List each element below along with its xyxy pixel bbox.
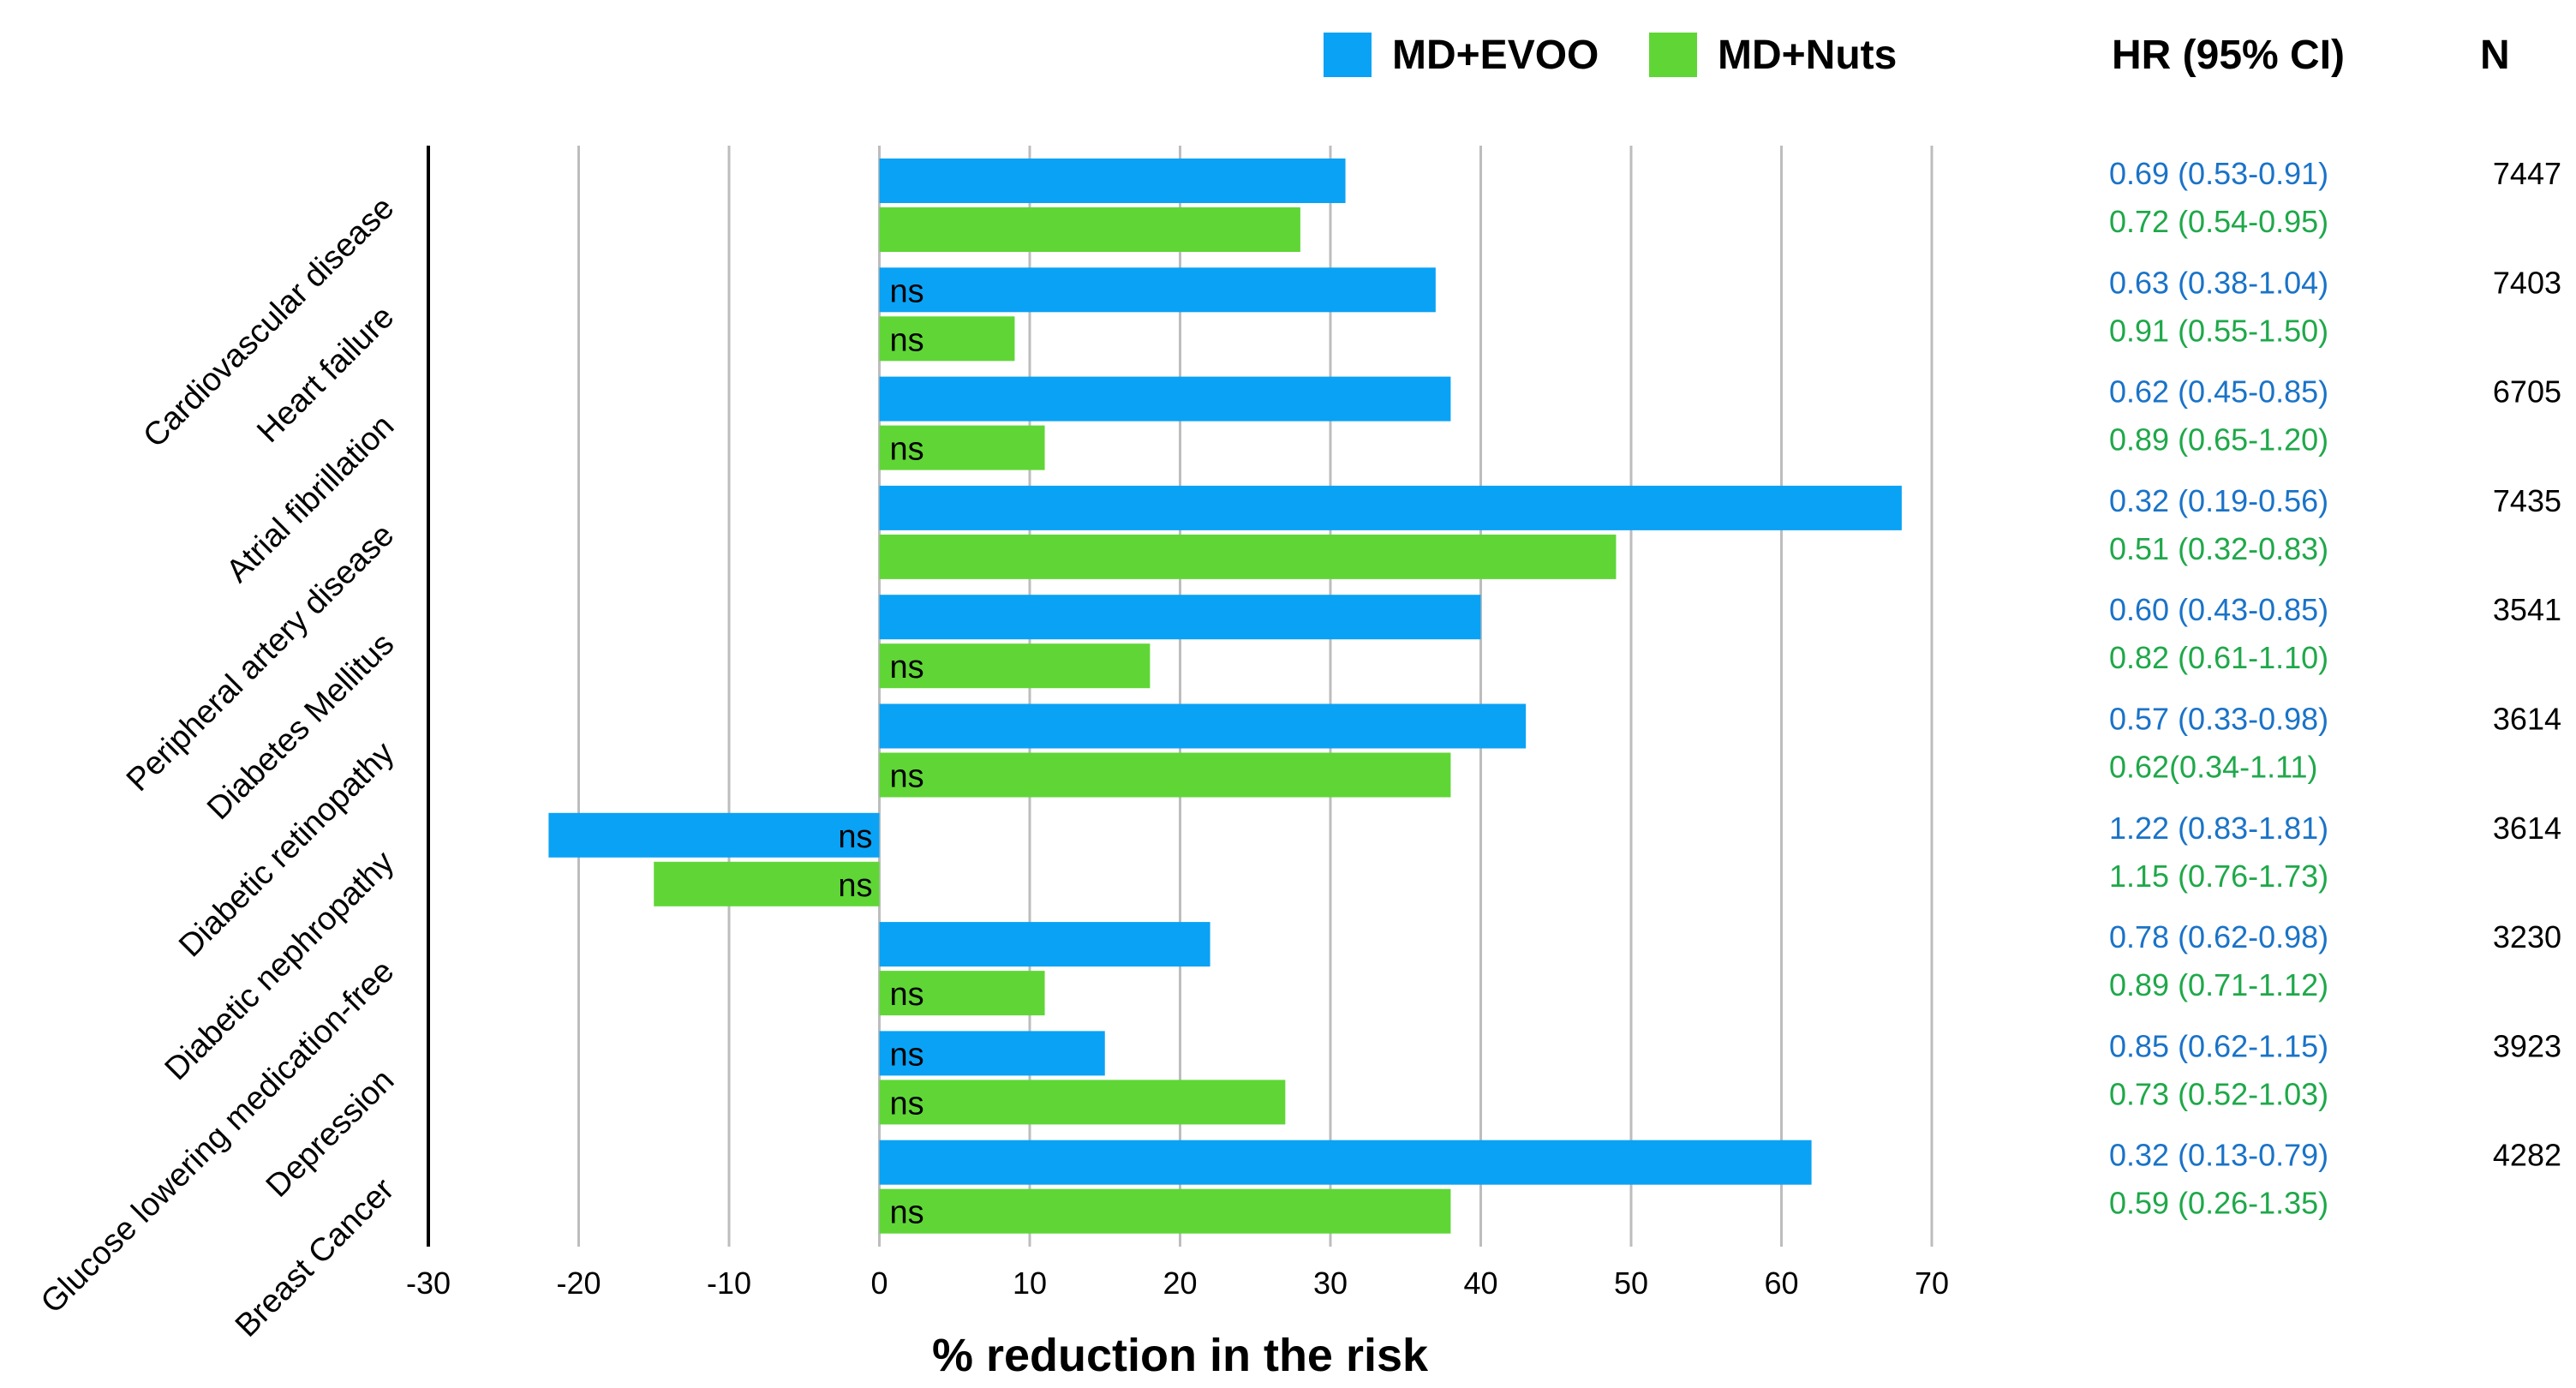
n-value: 3614 (2493, 702, 2561, 737)
hr-evoo: 0.60 (0.43-0.85) (2109, 592, 2328, 627)
hr-table: HR (95% CI) N 0.69 (0.53-0.91) 0.72 (0.54-0… (2109, 33, 2561, 1221)
x-tick-label: 20 (1162, 1265, 1197, 1301)
bar-evoo (548, 812, 880, 858)
hr-nuts: 0.59 (0.26-1.35) (2109, 1186, 2328, 1221)
n-header: N (2480, 33, 2510, 78)
hr-evoo: 0.57 (0.33-0.98) (2109, 702, 2328, 737)
bar-nuts (654, 861, 880, 906)
bar-nuts (879, 534, 1617, 579)
ns-label: ns (890, 1086, 924, 1122)
hr-nuts: 0.72 (0.54-0.95) (2109, 204, 2328, 239)
hr-header: HR (95% CI) (2112, 33, 2345, 78)
hr-evoo: 0.78 (0.62-0.98) (2109, 919, 2328, 954)
hr-nuts: 0.91 (0.55-1.50) (2109, 313, 2328, 348)
bar-nuts (879, 971, 1045, 1016)
x-tick-label: 0 (870, 1265, 888, 1301)
hr-evoo: 0.62 (0.45-0.85) (2109, 374, 2328, 410)
n-value: 6705 (2493, 374, 2561, 410)
category-label: Diabetic retinopathy (172, 735, 401, 964)
ns-label: ns (838, 868, 872, 904)
x-tick-label: 60 (1764, 1265, 1798, 1301)
n-value: 4282 (2493, 1138, 2561, 1173)
x-tick-label: 10 (1013, 1265, 1047, 1301)
hr-nuts: 0.89 (0.65-1.20) (2109, 422, 2328, 458)
ns-label: ns (890, 1037, 924, 1073)
hr-evoo: 0.32 (0.13-0.79) (2109, 1138, 2328, 1173)
bar-nuts (879, 752, 1451, 798)
x-tick-label: -30 (406, 1265, 451, 1301)
n-value: 7435 (2493, 483, 2561, 518)
legend-swatch (1324, 33, 1372, 77)
bar-nuts (879, 425, 1045, 470)
ns-label: ns (890, 273, 924, 309)
ns-label: ns (838, 819, 872, 855)
x-tick-labels: -30 -20 -10 0 10 20 30 40 50 60 70 (406, 1265, 1949, 1301)
x-tick-label: -20 (556, 1265, 601, 1301)
bar-nuts (879, 643, 1151, 689)
bar-nuts (879, 207, 1300, 252)
n-value: 3541 (2493, 592, 2561, 627)
bar-evoo (879, 703, 1527, 749)
ns-label: ns (890, 1195, 924, 1231)
legend-label: MD+EVOO (1392, 33, 1599, 78)
ns-label: ns (890, 977, 924, 1013)
x-tick-label: 30 (1313, 1265, 1348, 1301)
hr-nuts: 0.62(0.34-1.11) (2109, 750, 2318, 785)
n-value: 3923 (2493, 1028, 2561, 1063)
bar-evoo (879, 1140, 1812, 1185)
hr-nuts: 1.15 (0.76-1.73) (2109, 859, 2328, 894)
hr-evoo: 0.69 (0.53-0.91) (2109, 156, 2328, 191)
hr-evoo: 0.32 (0.19-0.56) (2109, 483, 2328, 518)
hr-nuts: 0.82 (0.61-1.10) (2109, 640, 2328, 675)
legend-swatch (1649, 33, 1697, 77)
ns-label: ns (890, 322, 924, 358)
n-value: 7447 (2493, 156, 2561, 191)
hr-nuts: 0.73 (0.52-1.03) (2109, 1076, 2328, 1111)
bar-evoo (879, 595, 1481, 640)
bar-evoo (879, 159, 1346, 203)
hr-nuts: 0.51 (0.32-0.83) (2109, 531, 2328, 566)
bar-nuts (879, 316, 1015, 362)
category-label: Breast Cancer (229, 1171, 402, 1344)
bar-evoo (879, 267, 1436, 313)
hr-nuts: 0.89 (0.71-1.12) (2109, 967, 2328, 1002)
hr-evoo: 0.63 (0.38-1.04) (2109, 265, 2328, 300)
legend: MD+EVOO MD+Nuts (1324, 33, 1897, 78)
bar-nuts (879, 1188, 1451, 1234)
n-value: 3230 (2493, 919, 2561, 954)
x-axis-label: % reduction in the risk (932, 1330, 1429, 1381)
n-value: 3614 (2493, 811, 2561, 846)
ns-label: ns (890, 649, 924, 685)
hr-evoo: 0.85 (0.62-1.15) (2109, 1028, 2328, 1063)
bar-nuts (879, 1080, 1286, 1125)
x-tick-label: -10 (707, 1265, 751, 1301)
bar-evoo (879, 922, 1210, 967)
ns-label: ns (890, 432, 924, 468)
bar-evoo (879, 376, 1451, 422)
bar-evoo (879, 1031, 1105, 1076)
x-tick-label: 40 (1463, 1265, 1497, 1301)
n-value: 7403 (2493, 265, 2561, 300)
hr-evoo: 1.22 (0.83-1.81) (2109, 811, 2328, 846)
ns-label: ns (890, 759, 924, 795)
x-tick-label: 50 (1614, 1265, 1648, 1301)
x-tick-label: 70 (1915, 1265, 1949, 1301)
bar-evoo (879, 485, 1902, 530)
legend-label: MD+Nuts (1718, 33, 1897, 78)
category-label: Diabetes Mellitus (200, 626, 401, 827)
